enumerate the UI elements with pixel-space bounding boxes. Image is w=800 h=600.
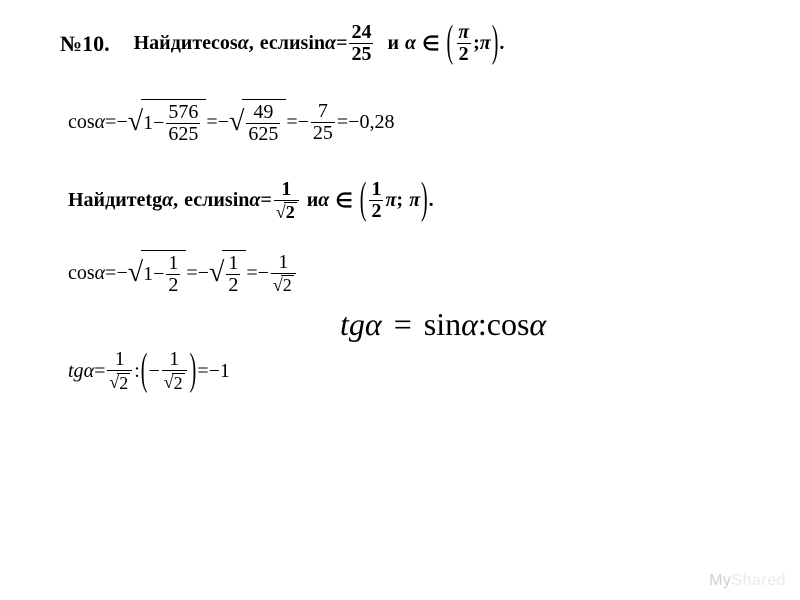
target-fn: cosα bbox=[211, 32, 249, 55]
cos-fraction: 7 25 bbox=[311, 101, 335, 144]
tg-definition-formula: tg α = sin α : cos α bbox=[340, 306, 740, 343]
problem-2-tg-solution: tg α = 1 √2 : ( − 1 √2 ) = −1 bbox=[68, 349, 740, 392]
sqrt-2: √ 49 625 bbox=[229, 99, 286, 145]
problem-1-solution: cos α = − √ 1 − 576 625 = − √ 49 625 bbox=[68, 99, 740, 145]
watermark: MyShared bbox=[709, 572, 786, 590]
cos-answer: −0,28 bbox=[348, 111, 394, 134]
tg-answer: −1 bbox=[209, 360, 230, 383]
sqrt-1: √ 1 − 576 625 bbox=[128, 99, 207, 145]
given-fn: sinα bbox=[301, 32, 337, 55]
sin-value-fraction: 24 25 bbox=[349, 22, 373, 65]
sin-value-fraction-2: 1 √2 bbox=[274, 179, 299, 222]
problem-number: №10. bbox=[60, 31, 110, 57]
find-label: Найдите bbox=[134, 32, 211, 55]
problem-1-statement: №10. Найдите cosα , если sinα = 24 25 и … bbox=[60, 22, 740, 65]
problem-2-cos-solution: cos α = − √ 1 − 1 2 = − √ 1 2 bbox=[68, 250, 740, 296]
problem-2-statement: Найдите tgα , если sinα = 1 √2 и α ∈ ( 1… bbox=[68, 179, 740, 222]
interval-left: π 2 bbox=[456, 22, 471, 65]
